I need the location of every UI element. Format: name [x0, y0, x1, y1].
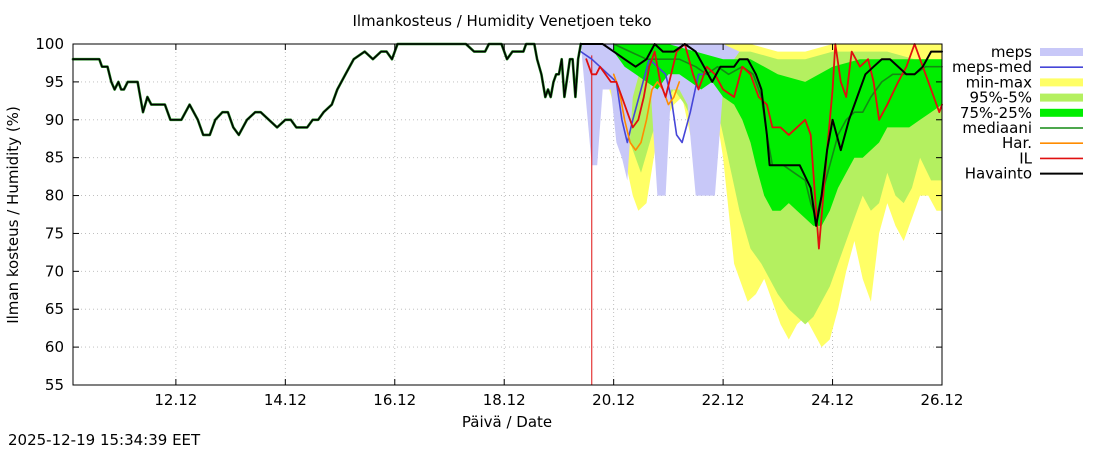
- legend-label-p75_25: 75%-25%: [960, 104, 1032, 122]
- y-axis-label: Ilman kosteus / Humidity (%): [4, 106, 22, 324]
- legend-label-meps: meps: [991, 43, 1032, 61]
- series-observation-forecast: [579, 43, 943, 227]
- x-axis-label: Päivä / Date: [462, 413, 552, 431]
- x-tick-label: 26.12: [921, 391, 964, 409]
- legend-label-minmax: min-max: [966, 73, 1033, 91]
- y-tick-label: 65: [45, 300, 64, 318]
- legend-swatch-p95_5: [1040, 93, 1083, 102]
- series-median: [612, 43, 943, 220]
- plot-frame: [72, 43, 943, 386]
- legend-label-obs: Havainto: [965, 165, 1032, 183]
- y-tick-label: 80: [45, 187, 64, 205]
- x-tick-label: 12.12: [154, 391, 197, 409]
- x-tick-label: 24.12: [811, 391, 854, 409]
- legend-swatch-meps: [1040, 48, 1083, 56]
- y-tick-label: 75: [45, 224, 64, 242]
- y-tick-label: 90: [45, 111, 64, 129]
- y-tick-label: 55: [45, 376, 64, 394]
- x-tick-label: 22.12: [702, 391, 745, 409]
- series-observation: [72, 43, 582, 136]
- y-tick-label: 85: [45, 149, 64, 167]
- y-tick-label: 60: [45, 338, 64, 356]
- x-tick-label: 16.12: [373, 391, 416, 409]
- legend-label-meps_med: meps-med: [952, 58, 1032, 76]
- y-tick-label: 70: [45, 262, 64, 280]
- timestamp: 2025-12-19 15:34:39 EET: [8, 431, 201, 449]
- legend: mepsmeps-medmin-max95%-5%75%-25%mediaani…: [952, 43, 1083, 183]
- y-tick-label: 100: [35, 35, 64, 53]
- series-il: [585, 43, 943, 250]
- series-har: [612, 73, 681, 151]
- legend-label-median: mediaani: [962, 119, 1032, 137]
- legend-swatch-minmax: [1040, 78, 1083, 87]
- series-meps-med: [579, 50, 708, 144]
- y-tick-label: 95: [45, 73, 64, 91]
- axes: 55 60 65 70 75 80 85 90 95 100 12.12 14.12 16.12 18.1…: [35, 35, 963, 409]
- legend-swatch-p75_25: [1040, 108, 1083, 117]
- x-tick-label: 18.12: [483, 391, 526, 409]
- x-tick-label: 14.12: [264, 391, 307, 409]
- legend-label-p95_5: 95%-5%: [969, 89, 1032, 107]
- chart-title: Ilmankosteus / Humidity Venetjoen teko: [352, 12, 651, 30]
- legend-label-har: Har.: [1002, 134, 1032, 152]
- series-lines: [71, 42, 943, 385]
- legend-label-il: IL: [1019, 149, 1032, 167]
- x-tick-label: 20.12: [592, 391, 635, 409]
